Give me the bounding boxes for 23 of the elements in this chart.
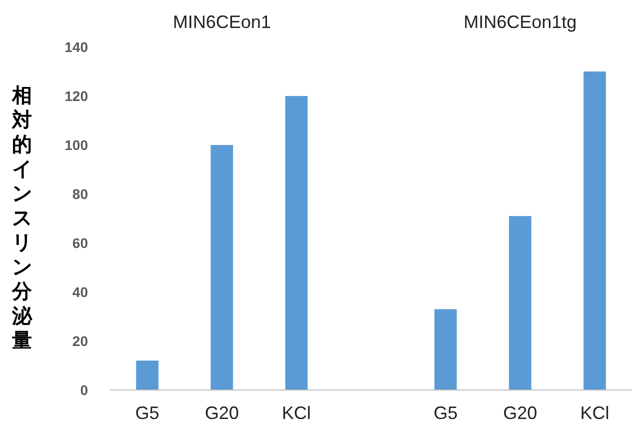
x-tick-label: G20	[204, 403, 239, 423]
bar	[434, 309, 457, 390]
bar	[285, 96, 308, 390]
text: MIN6CEon1tg	[464, 12, 577, 32]
text: 相対的インスリン分泌量	[12, 84, 32, 352]
bar	[508, 216, 532, 390]
text: MIN6CEon1	[172, 12, 271, 32]
bar	[136, 360, 158, 390]
y-tick-label: 40	[72, 284, 88, 300]
bar	[210, 145, 234, 390]
x-tick-label: G5	[135, 403, 160, 423]
x-tick-label: G5	[434, 403, 458, 423]
y-tick-label: 80	[72, 186, 88, 202]
bar	[584, 72, 606, 390]
y-tick-label: 120	[64, 88, 88, 104]
y-tick-label: 60	[72, 235, 88, 251]
y-tick-label: 100	[64, 137, 88, 153]
y-tick-label: 0	[80, 382, 88, 398]
x-tick-label: G20	[503, 403, 538, 423]
x-tick-label: KCl	[580, 403, 610, 423]
x-tick-label: KCl	[282, 403, 311, 423]
y-tick-label: 20	[72, 333, 88, 349]
y-tick-label: 140	[64, 39, 88, 55]
